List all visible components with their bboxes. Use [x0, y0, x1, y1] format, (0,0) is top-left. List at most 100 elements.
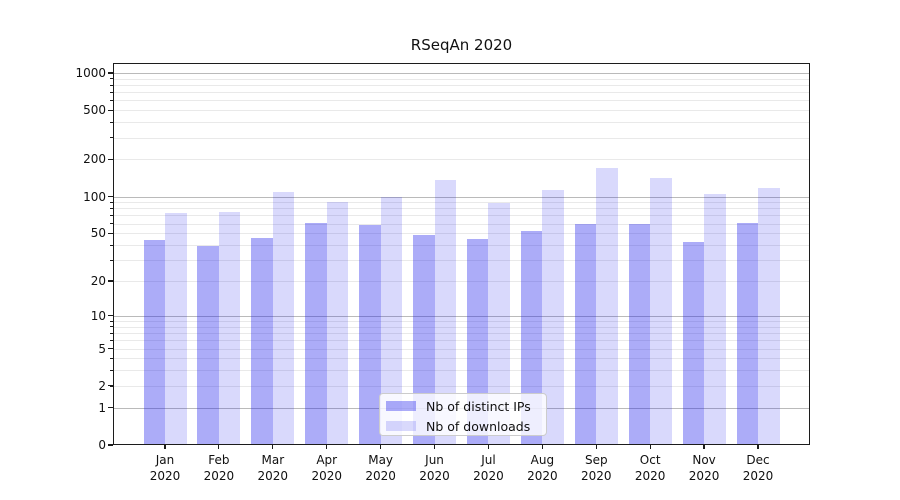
y-tick-label: 1000 [75, 66, 106, 80]
gridline-minor [113, 370, 810, 372]
y-minor-tick [110, 332, 113, 334]
x-tick [380, 445, 382, 449]
y-tick-label: 50 [90, 226, 106, 241]
bar-downloads-jul [488, 202, 510, 445]
bar-ips-sep [574, 223, 597, 445]
bar-downloads-sep [596, 168, 618, 445]
x-tick-label: Dec 2020 [742, 453, 774, 483]
legend-label-downloads: Nb of downloads [426, 418, 531, 434]
x-tick [218, 445, 220, 449]
gridline-major [113, 315, 810, 317]
y-minor-tick [110, 78, 113, 80]
legend: Nb of distinct IPs Nb of downloads [379, 393, 547, 436]
bar-ips-feb [197, 246, 219, 445]
y-minor-tick [110, 280, 113, 282]
gridline-minor [113, 215, 810, 217]
bar-downloads-jun [434, 180, 457, 445]
y-tick [108, 444, 113, 446]
y-minor-tick [110, 109, 113, 111]
gridline-minor [113, 159, 810, 161]
gridline-minor [113, 208, 810, 210]
x-tick-label: Oct 2020 [634, 453, 666, 483]
bar-downloads-jan [165, 213, 187, 445]
x-tick-label: May 2020 [365, 453, 396, 483]
x-tick [164, 445, 166, 449]
gridline-minor [113, 340, 810, 342]
y-tick-label: 1 [98, 400, 106, 415]
bar-ips-may [359, 224, 381, 445]
gridline-minor [113, 326, 810, 328]
y-minor-tick [110, 259, 113, 261]
chart-title: RSeqAn 2020 [410, 36, 513, 54]
bar-downloads-aug [542, 189, 564, 445]
x-tick [433, 445, 436, 449]
gridline-minor [113, 202, 810, 204]
y-minor-tick [110, 207, 113, 210]
y-tick-label: 2 [98, 378, 106, 393]
y-minor-tick [110, 201, 113, 203]
y-minor-tick [110, 232, 113, 234]
y-minor-tick [110, 91, 113, 93]
y-tick [108, 315, 113, 317]
bar-downloads-nov [704, 193, 726, 445]
y-minor-tick [110, 320, 113, 322]
bar-downloads-oct [650, 178, 672, 445]
x-tick-label: Aug 2020 [527, 453, 558, 483]
y-tick-label: 5 [98, 341, 106, 356]
x-tick-label: Jan 2020 [149, 453, 181, 483]
y-minor-tick [110, 326, 113, 328]
gridline-minor [113, 92, 810, 94]
legend-swatch-distinct-ips-icon [386, 401, 416, 411]
gridline-major [113, 196, 810, 198]
x-tick-label: Jul 2020 [473, 453, 504, 483]
y-tick-label: 10 [90, 308, 106, 323]
y-minor-tick [110, 357, 113, 360]
x-tick [703, 445, 705, 449]
bar-ips-dec [736, 222, 758, 445]
bar-ips-apr [305, 222, 327, 445]
bar-ips-mar [251, 237, 273, 445]
y-tick-label: 100 [83, 189, 106, 204]
x-tick-label: Sep 2020 [580, 453, 612, 483]
gridline-minor [113, 333, 810, 335]
x-tick-label: Mar 2020 [257, 453, 289, 483]
gridline-minor [113, 348, 810, 350]
gridline-minor [113, 85, 810, 86]
bar-downloads-apr [326, 201, 349, 445]
x-tick-label: Feb 2020 [203, 453, 235, 483]
bar-ips-nov [682, 242, 705, 445]
x-tick [595, 445, 597, 449]
gridline-minor [113, 110, 810, 112]
gridline-minor [113, 321, 810, 323]
y-minor-tick [110, 348, 113, 350]
bar-ips-jun [413, 235, 435, 445]
x-tick-label: Nov 2020 [688, 453, 720, 483]
gridline-minor [113, 281, 810, 283]
y-minor-tick [110, 244, 113, 246]
legend-item-distinct-ips: Nb of distinct IPs [386, 399, 531, 414]
bar-ips-aug [520, 231, 543, 445]
legend-item-downloads: Nb of downloads [386, 418, 531, 434]
y-tick [108, 195, 113, 198]
y-minor-tick [110, 158, 113, 161]
y-tick-label: 200 [83, 152, 106, 167]
y-minor-tick [110, 369, 113, 372]
bar-ips-oct [628, 223, 651, 445]
bar-downloads-feb [218, 211, 241, 445]
bar-ips-jan [143, 240, 165, 445]
gridline-major [113, 73, 810, 74]
gridline-minor [113, 78, 810, 80]
x-tick [326, 445, 328, 449]
y-minor-tick [110, 223, 113, 225]
y-tick [108, 407, 113, 409]
y-minor-tick [110, 137, 113, 139]
bar-downloads-may [380, 197, 403, 445]
x-tick-label: Apr 2020 [311, 453, 342, 483]
gridline-minor [113, 385, 810, 387]
y-tick-label: 20 [90, 274, 106, 289]
gridline-minor [113, 260, 810, 262]
x-tick-label: Jun 2020 [419, 453, 450, 483]
x-tick [649, 445, 651, 449]
gridline-minor [113, 233, 810, 235]
